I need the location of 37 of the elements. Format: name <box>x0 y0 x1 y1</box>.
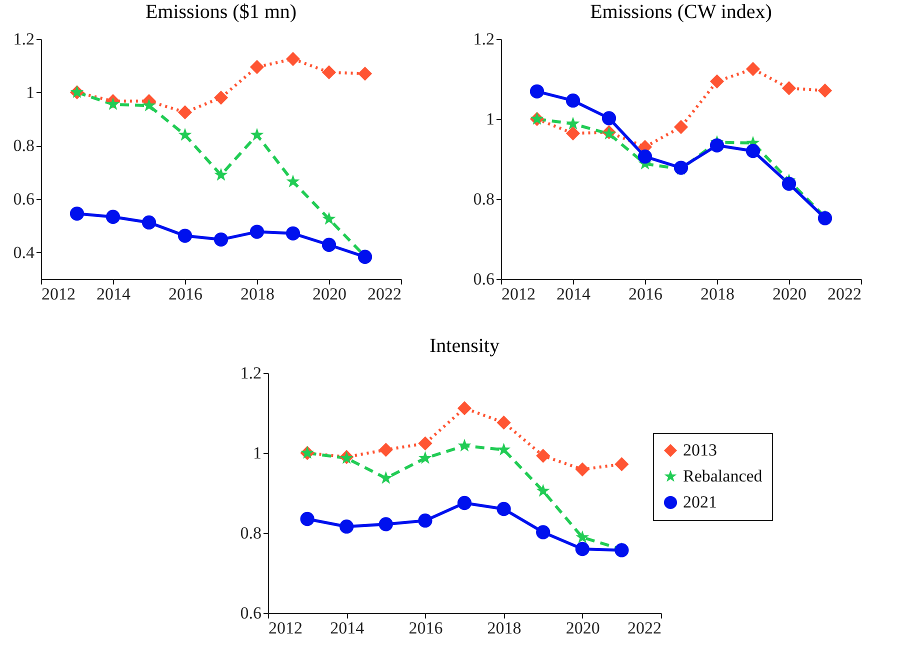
y-tick-label: 1.2 <box>240 364 262 382</box>
y-tick-label: 1 <box>253 444 262 462</box>
x-tick-label: 2022 <box>368 284 402 304</box>
y-tick-label: 0.8 <box>13 136 34 156</box>
x-tick-label: 2014 <box>330 618 365 638</box>
x-tick-label: 2016 <box>408 618 443 638</box>
x-tick-label: 2022 <box>828 284 862 304</box>
y-tick-label: 0.6 <box>473 270 494 288</box>
x-tick-label: 2014 <box>96 284 131 304</box>
y-tick-label: 0.6 <box>13 190 34 208</box>
x-tick-label: 2020 <box>312 284 346 304</box>
y-tick-label: 0.8 <box>240 524 262 542</box>
y-tick-label: 1 <box>486 110 494 128</box>
x-tick-label: 2018 <box>487 618 522 638</box>
y-tick-label: 0.6 <box>240 604 262 622</box>
legend-label: 2013 <box>683 440 717 460</box>
x-tick-label: 2014 <box>556 284 591 304</box>
x-tick-label: 2012 <box>42 284 76 304</box>
x-tick-label: 2022 <box>628 618 662 638</box>
x-tick-label: 2018 <box>700 284 734 304</box>
y-tick-label: 0.4 <box>13 242 35 262</box>
legend-label: Rebalanced <box>683 466 763 486</box>
legend-label: 2021 <box>683 492 717 512</box>
y-tick-label: 1.2 <box>13 30 34 48</box>
x-tick-label: 2012 <box>502 284 536 304</box>
y-tick-label: 1 <box>26 82 34 102</box>
x-tick-label: 2018 <box>240 284 274 304</box>
chart-title: Emissions ($1 mn) <box>145 1 297 23</box>
y-tick-label: 0.8 <box>473 190 494 208</box>
x-tick-label: 2016 <box>628 284 662 304</box>
chart-title: Intensity <box>430 335 500 357</box>
chart-title: Emissions (CW index) <box>590 1 772 23</box>
x-tick-label: 2012 <box>268 618 302 638</box>
y-tick-label: 1.2 <box>473 30 494 48</box>
x-tick-label: 2020 <box>772 284 806 304</box>
x-tick-label: 2016 <box>168 284 202 304</box>
x-tick-label: 2020 <box>566 618 600 638</box>
